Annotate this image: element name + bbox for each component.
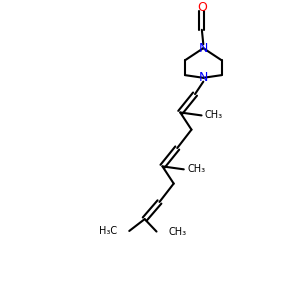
Text: CH₃: CH₃ — [187, 164, 205, 174]
Text: O: O — [197, 1, 207, 14]
Text: N: N — [199, 71, 208, 84]
Text: CH₃: CH₃ — [169, 226, 187, 237]
Text: H₃C: H₃C — [99, 226, 117, 236]
Text: CH₃: CH₃ — [205, 110, 223, 120]
Text: N: N — [199, 42, 208, 55]
